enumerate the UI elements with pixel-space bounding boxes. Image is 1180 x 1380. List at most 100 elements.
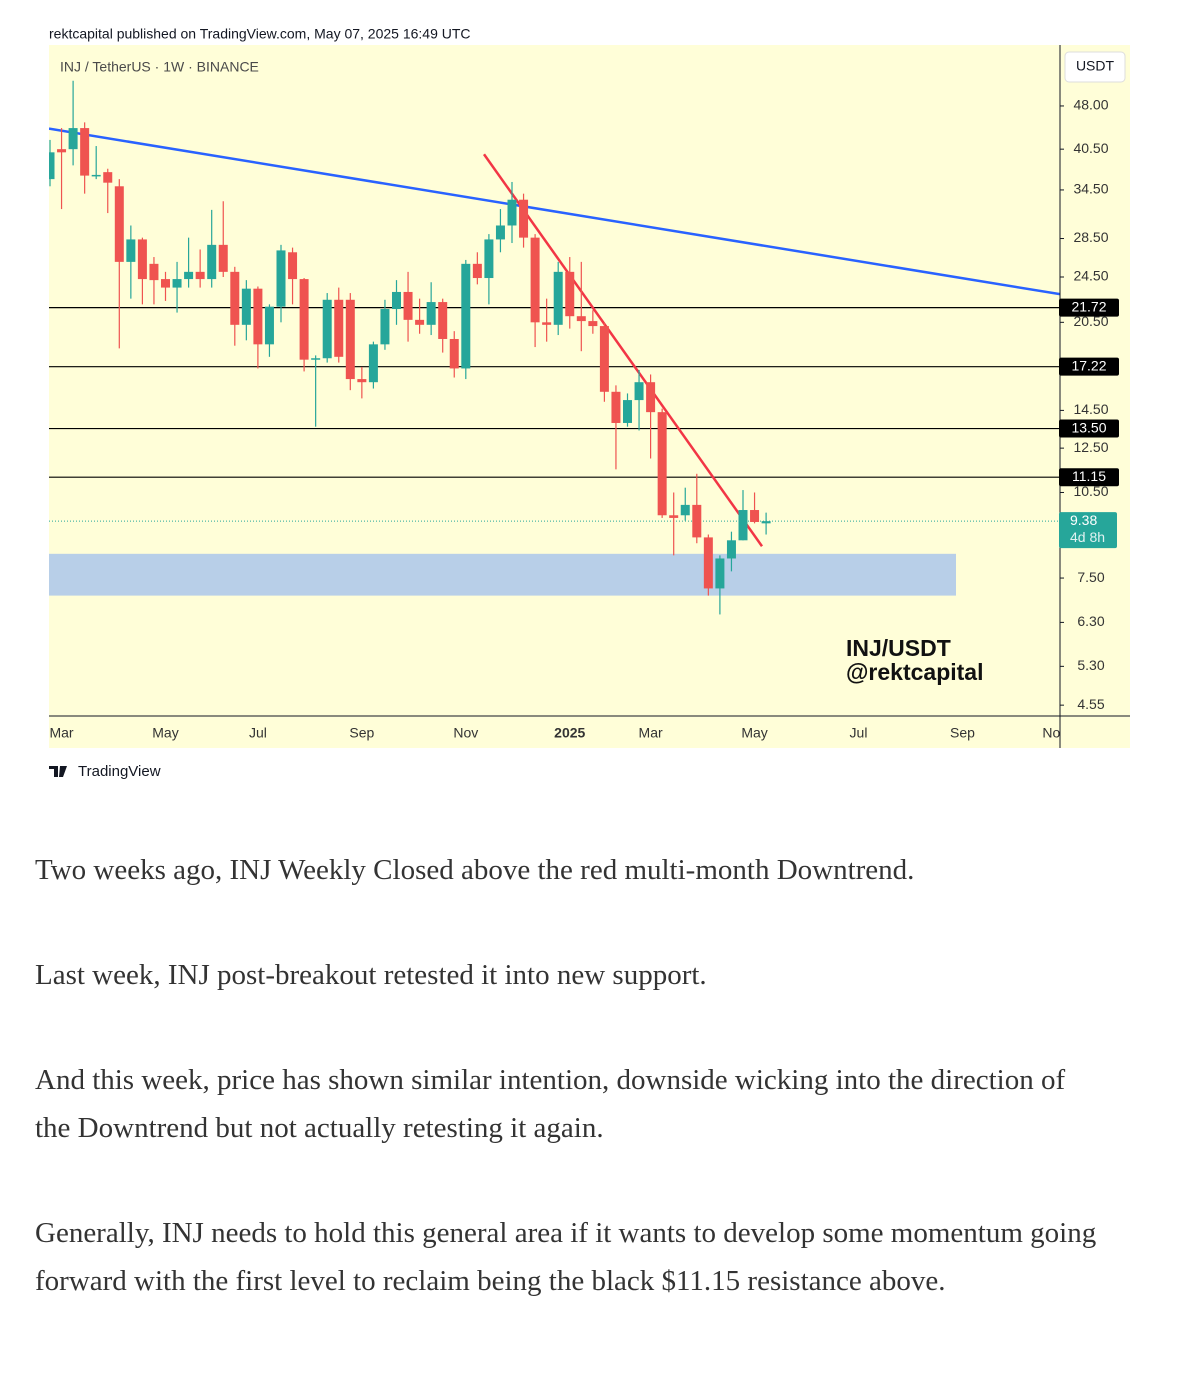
candle-body xyxy=(288,252,298,280)
y-tick-label: 6.30 xyxy=(1077,613,1104,629)
x-tick-label: Sep xyxy=(950,725,975,741)
candle-body xyxy=(472,263,482,279)
trendline xyxy=(482,153,764,547)
y-tick-label: 14.50 xyxy=(1073,401,1108,417)
candle-body xyxy=(253,288,263,345)
article: Two weeks ago, INJ Weekly Closed above t… xyxy=(35,846,1105,1362)
x-tick-label: Jul xyxy=(249,725,267,741)
candle-body xyxy=(49,152,55,180)
candle-body xyxy=(438,302,448,339)
candle-body xyxy=(137,239,147,280)
level-tag xyxy=(1059,419,1119,438)
y-tick-label: 5.30 xyxy=(1077,657,1104,673)
y-tick-label: 12.50 xyxy=(1073,439,1108,455)
level-label: 21.72 xyxy=(1071,298,1106,314)
candle-body xyxy=(726,540,736,559)
last-price-label: 9.38 xyxy=(1070,512,1097,528)
x-tick-label: May xyxy=(741,725,767,741)
candle-body xyxy=(264,306,274,345)
x-tick-label: Sep xyxy=(349,725,374,741)
x-tick-label: Nov xyxy=(453,725,478,741)
candle-body xyxy=(276,250,286,307)
candle-body xyxy=(103,172,113,183)
level-tag xyxy=(1059,357,1119,376)
candle-body xyxy=(449,338,459,369)
y-tick-label: 10.50 xyxy=(1073,483,1108,499)
candle-body xyxy=(484,239,494,279)
candle-body xyxy=(184,271,194,280)
candle-body xyxy=(345,299,355,380)
x-tick-label: 2025 xyxy=(554,725,585,741)
candle-body xyxy=(126,239,136,262)
candle-body xyxy=(149,263,159,281)
candle-body xyxy=(68,128,78,150)
x-tick-label: Nov xyxy=(1042,725,1067,741)
candle-body xyxy=(91,174,101,177)
candle-body xyxy=(195,271,205,280)
y-tick-label: 48.00 xyxy=(1073,97,1108,113)
logo-text: TradingView xyxy=(78,763,161,780)
candle-body xyxy=(715,558,725,589)
candle-body xyxy=(311,358,321,360)
candle-body xyxy=(611,391,621,423)
candle-body xyxy=(588,321,598,327)
tradingview-logo: TradingView xyxy=(49,763,161,780)
candle-body xyxy=(207,244,217,280)
candle-body xyxy=(623,400,632,423)
symbol-label: INJ / TetherUS · 1W · BINANCE xyxy=(60,59,259,75)
level-label: 13.50 xyxy=(1071,419,1106,435)
candle-body xyxy=(761,521,771,524)
level-label: 11.15 xyxy=(1072,468,1106,484)
candle-body xyxy=(403,291,413,320)
paragraph: Two weeks ago, INJ Weekly Closed above t… xyxy=(35,854,915,886)
candle-body xyxy=(218,244,228,272)
paragraph: And this week, price has shown similar i… xyxy=(35,1064,1066,1144)
candle-body xyxy=(299,279,309,360)
paragraph: Generally, INJ needs to hold this genera… xyxy=(35,1217,1097,1297)
candle-body xyxy=(507,199,517,226)
candle-body xyxy=(380,309,390,345)
byline: rektcapital published on TradingView.com… xyxy=(49,26,471,42)
candle-body xyxy=(669,515,679,518)
candle-body xyxy=(495,225,505,240)
candle-body xyxy=(241,288,251,325)
candle-body xyxy=(576,316,586,322)
y-tick-label: 24.50 xyxy=(1073,268,1108,284)
candle-body xyxy=(657,412,667,516)
candle-body xyxy=(599,326,609,392)
candle-body xyxy=(565,271,575,317)
paragraph: Last week, INJ post-breakout retested it… xyxy=(35,959,707,991)
candle-body xyxy=(172,279,182,288)
support-zone xyxy=(49,553,956,596)
countdown-label: 4d 8h xyxy=(1070,529,1105,545)
candle-body xyxy=(692,504,702,538)
candle-body xyxy=(519,199,529,238)
y-tick-label: 4.55 xyxy=(1077,696,1104,712)
candle-body xyxy=(646,382,656,413)
candle-body xyxy=(461,263,471,369)
y-tick-label: 34.50 xyxy=(1073,181,1108,197)
candle-body xyxy=(357,379,367,383)
y-tick-label: 20.50 xyxy=(1073,313,1108,329)
candle-body xyxy=(426,302,436,325)
candle-body xyxy=(230,271,240,325)
trendline xyxy=(49,127,1060,296)
x-tick-label: Jul xyxy=(850,725,868,741)
candle-body xyxy=(738,510,748,541)
y-tick-label: 28.50 xyxy=(1073,229,1108,245)
level-tag xyxy=(1059,298,1119,317)
plot-area: Mar May Jul Sep Nov 2025 Mar May Jul Sep Nov xyxy=(49,80,1067,741)
logo-icon xyxy=(49,766,67,777)
watermark: @rektcapital xyxy=(846,659,983,685)
chart: rektcapital published on TradingView.com… xyxy=(49,26,1130,780)
x-tick-label: Mar xyxy=(49,725,73,741)
candle-body xyxy=(392,291,401,310)
watermark: INJ/USDT xyxy=(846,635,951,661)
candle-body xyxy=(750,510,760,522)
currency-label: USDT xyxy=(1076,58,1115,74)
level-label: 17.22 xyxy=(1071,357,1106,373)
candle-body xyxy=(368,344,378,383)
x-tick-label: May xyxy=(152,725,178,741)
